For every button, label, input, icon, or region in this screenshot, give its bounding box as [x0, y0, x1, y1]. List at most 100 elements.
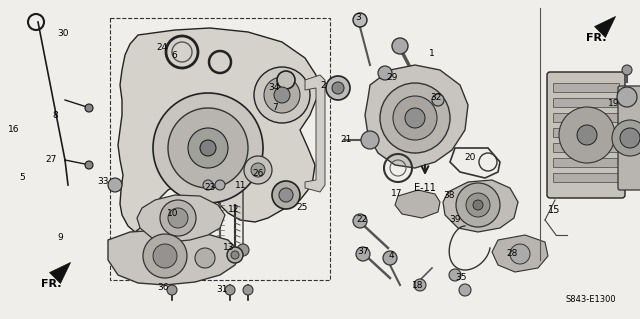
Text: 35: 35 [455, 272, 467, 281]
Circle shape [85, 104, 93, 112]
Circle shape [577, 125, 597, 145]
Text: 25: 25 [296, 204, 308, 212]
Bar [553, 83, 619, 92]
Circle shape [612, 120, 640, 156]
Text: S843-E1300: S843-E1300 [565, 295, 616, 305]
Circle shape [272, 181, 300, 209]
Circle shape [473, 200, 483, 210]
Bar [553, 128, 619, 137]
Text: 28: 28 [506, 249, 518, 257]
Text: 2: 2 [320, 80, 326, 90]
Bar [553, 143, 619, 152]
Bar [553, 158, 619, 167]
Circle shape [622, 65, 632, 75]
Circle shape [243, 285, 253, 295]
Circle shape [251, 163, 265, 177]
Text: 11: 11 [236, 181, 247, 189]
Polygon shape [443, 180, 518, 232]
Circle shape [167, 285, 177, 295]
Circle shape [277, 71, 295, 89]
Text: 32: 32 [430, 93, 442, 102]
Text: 38: 38 [444, 191, 455, 201]
FancyBboxPatch shape [618, 86, 640, 190]
Text: 31: 31 [216, 286, 228, 294]
Text: 16: 16 [8, 125, 20, 135]
Text: 24: 24 [156, 42, 168, 51]
Circle shape [160, 200, 196, 236]
Text: 34: 34 [268, 83, 280, 92]
Circle shape [168, 108, 248, 188]
Circle shape [225, 285, 235, 295]
Circle shape [195, 248, 215, 268]
Circle shape [332, 82, 344, 94]
Text: 20: 20 [464, 152, 476, 161]
Text: 18: 18 [412, 281, 424, 291]
Circle shape [392, 38, 408, 54]
Polygon shape [108, 230, 240, 285]
Circle shape [254, 67, 310, 123]
Circle shape [361, 131, 379, 149]
Circle shape [510, 244, 530, 264]
Circle shape [188, 128, 228, 168]
Text: 21: 21 [340, 136, 352, 145]
Circle shape [227, 247, 243, 263]
Bar [553, 173, 619, 182]
Circle shape [353, 13, 367, 27]
Polygon shape [395, 190, 440, 218]
Bar [553, 113, 619, 122]
Circle shape [383, 251, 397, 265]
Circle shape [215, 180, 225, 190]
Circle shape [326, 76, 350, 100]
Circle shape [108, 178, 122, 192]
Circle shape [264, 77, 300, 113]
Circle shape [153, 93, 263, 203]
Text: 10: 10 [167, 209, 179, 218]
Text: 1: 1 [429, 48, 435, 57]
Circle shape [203, 180, 213, 190]
Circle shape [620, 128, 640, 148]
Bar [110, 18, 330, 280]
Circle shape [143, 234, 187, 278]
Circle shape [85, 161, 93, 169]
Text: 19: 19 [608, 99, 620, 108]
Circle shape [414, 279, 426, 291]
Polygon shape [305, 75, 325, 192]
Circle shape [231, 251, 239, 259]
Circle shape [356, 247, 370, 261]
Circle shape [378, 66, 392, 80]
Circle shape [432, 94, 444, 106]
Text: FR.: FR. [41, 279, 61, 289]
Text: 12: 12 [228, 205, 240, 214]
Text: 17: 17 [391, 189, 403, 198]
Text: 5: 5 [19, 174, 25, 182]
Text: 23: 23 [204, 183, 216, 192]
Text: 6: 6 [171, 50, 177, 60]
Text: 26: 26 [252, 168, 264, 177]
Circle shape [274, 87, 290, 103]
Text: 29: 29 [387, 73, 397, 83]
Text: 3: 3 [355, 13, 361, 23]
Circle shape [456, 183, 500, 227]
Polygon shape [365, 65, 468, 168]
Text: 15: 15 [548, 205, 560, 215]
Polygon shape [595, 17, 616, 37]
Text: 8: 8 [52, 110, 58, 120]
Circle shape [353, 214, 367, 228]
Text: 33: 33 [97, 177, 109, 187]
Polygon shape [137, 195, 225, 242]
FancyBboxPatch shape [547, 72, 625, 198]
Bar [553, 98, 619, 107]
Text: 22: 22 [356, 214, 367, 224]
Circle shape [200, 140, 216, 156]
Circle shape [459, 284, 471, 296]
Circle shape [237, 244, 249, 256]
Text: 27: 27 [45, 155, 57, 165]
Circle shape [279, 188, 293, 202]
Text: FR.: FR. [586, 33, 607, 43]
Text: 13: 13 [223, 243, 235, 253]
Circle shape [405, 108, 425, 128]
Circle shape [449, 269, 461, 281]
Circle shape [393, 96, 437, 140]
Text: 36: 36 [157, 284, 169, 293]
Circle shape [466, 193, 490, 217]
